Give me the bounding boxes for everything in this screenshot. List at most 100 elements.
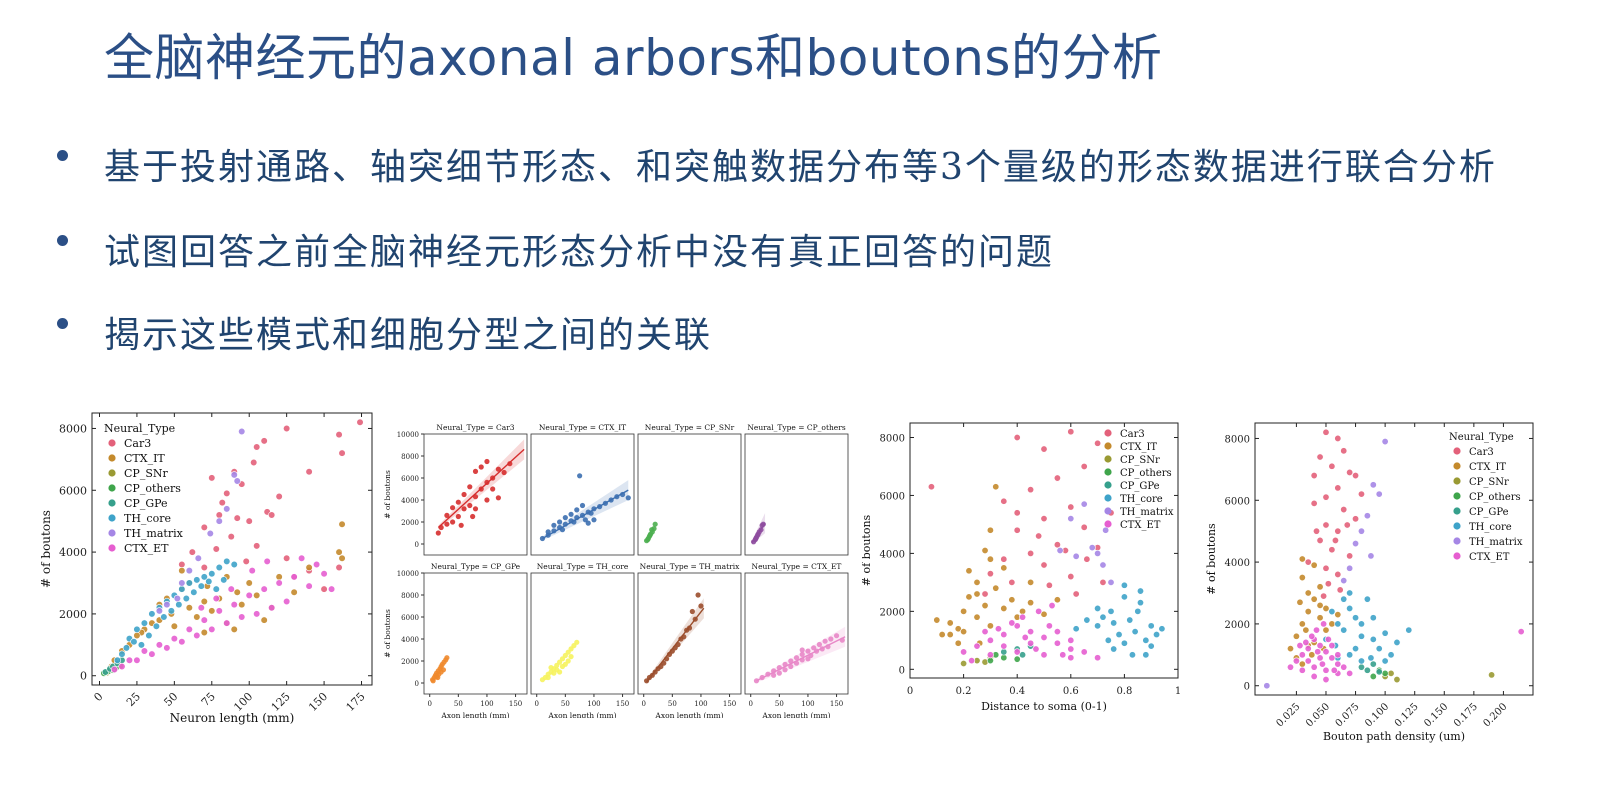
data-point <box>960 660 968 668</box>
data-point <box>588 510 594 516</box>
data-point <box>1099 613 1107 621</box>
data-point <box>1104 636 1112 644</box>
data-point <box>1120 581 1128 589</box>
data-point <box>1357 620 1365 628</box>
data-point <box>175 601 183 609</box>
data-point <box>1115 631 1123 639</box>
data-point <box>1080 500 1088 508</box>
data-point <box>614 494 620 500</box>
x-tick-label: 100 <box>801 700 814 708</box>
data-point <box>684 627 690 633</box>
data-point <box>484 497 490 503</box>
data-point <box>1158 625 1166 633</box>
data-point <box>467 484 473 490</box>
legend-label: CP_GPe <box>124 497 168 510</box>
data-point <box>1336 586 1344 594</box>
data-point <box>1013 433 1021 441</box>
data-point <box>1102 526 1110 534</box>
data-point <box>1346 589 1354 597</box>
data-point <box>1094 654 1102 662</box>
data-point <box>771 672 777 678</box>
facet-title: Neural_Type = Car3 <box>436 423 514 432</box>
data-point <box>1298 620 1306 628</box>
data-point <box>574 507 580 513</box>
data-point <box>1346 468 1354 476</box>
data-point <box>130 638 138 646</box>
data-point <box>1053 639 1061 647</box>
data-point <box>692 616 698 622</box>
data-point <box>1083 555 1091 563</box>
facet-title: Neural_Type = TH_core <box>537 562 629 571</box>
data-point <box>461 506 467 512</box>
data-point <box>223 489 231 497</box>
data-point <box>215 563 223 572</box>
data-point <box>1322 564 1330 572</box>
data-point <box>305 468 313 476</box>
data-point <box>490 475 496 481</box>
data-point <box>245 579 253 587</box>
facet-title: Neural_Type = CP_GPe <box>431 562 521 571</box>
x-tick-label: 50 <box>454 700 463 708</box>
data-point <box>230 560 238 569</box>
data-point <box>283 597 291 606</box>
data-point <box>1322 428 1330 436</box>
data-point <box>1292 632 1300 640</box>
x-tick-label: 0.050 <box>1304 701 1332 729</box>
data-point <box>1517 628 1525 636</box>
y-tick-label: 2000 <box>401 658 419 666</box>
data-point <box>1067 654 1075 662</box>
data-point <box>597 504 603 510</box>
data-point <box>1340 506 1348 514</box>
data-point <box>1048 602 1056 610</box>
x-tick-label: 0.125 <box>1393 701 1421 729</box>
data-point <box>799 647 805 653</box>
data-point <box>579 502 586 509</box>
data-point <box>981 590 989 598</box>
data-point <box>212 585 220 593</box>
data-point <box>1304 558 1312 566</box>
data-point <box>507 461 513 467</box>
legend-marker <box>108 514 116 522</box>
data-point <box>1387 651 1395 659</box>
data-point <box>335 563 343 572</box>
data-point <box>938 631 946 639</box>
data-point <box>1302 626 1310 634</box>
data-point <box>133 631 141 640</box>
data-point <box>450 505 456 511</box>
data-point <box>1316 601 1324 609</box>
facet-frame <box>637 433 742 556</box>
data-point <box>1000 604 1008 612</box>
data-point <box>1067 573 1075 581</box>
legend-label: CTX_IT <box>1469 462 1506 473</box>
data-point <box>1000 642 1008 650</box>
y-tick-label: 0 <box>80 670 87 683</box>
data-point <box>1369 481 1377 489</box>
data-point <box>973 613 981 621</box>
data-point <box>1286 663 1294 671</box>
data-point <box>602 500 608 506</box>
data-point <box>1013 509 1021 517</box>
data-point <box>981 602 989 610</box>
data-point <box>1000 564 1008 572</box>
legend-marker <box>1104 507 1112 515</box>
data-point <box>758 527 764 533</box>
data-point <box>173 594 181 603</box>
legend-label: TH_core <box>1120 494 1163 505</box>
data-point <box>444 521 450 527</box>
chart-distance-to-soma: 0 2000 4000 6000 8000 0 0.2 0.4 0.6 0.8 1 Distance … <box>862 422 1181 713</box>
data-point <box>253 591 261 599</box>
y-axis-label: # of boutons <box>1205 523 1218 595</box>
data-point <box>253 443 261 451</box>
data-point <box>1352 515 1360 523</box>
data-point <box>1357 632 1365 640</box>
data-point <box>788 658 794 664</box>
x-axis-label: Bouton path density (um) <box>1323 730 1465 743</box>
data-point <box>1405 626 1413 634</box>
data-point <box>125 656 134 664</box>
data-point <box>250 458 258 467</box>
data-point <box>430 678 436 684</box>
bullet-text: 基于投射通路、轴突细节形态、和突触数据分布等3个量级的形态数据进行联合分析 <box>104 147 1497 188</box>
data-point <box>327 585 336 593</box>
data-point <box>568 654 574 660</box>
data-point <box>155 607 163 615</box>
